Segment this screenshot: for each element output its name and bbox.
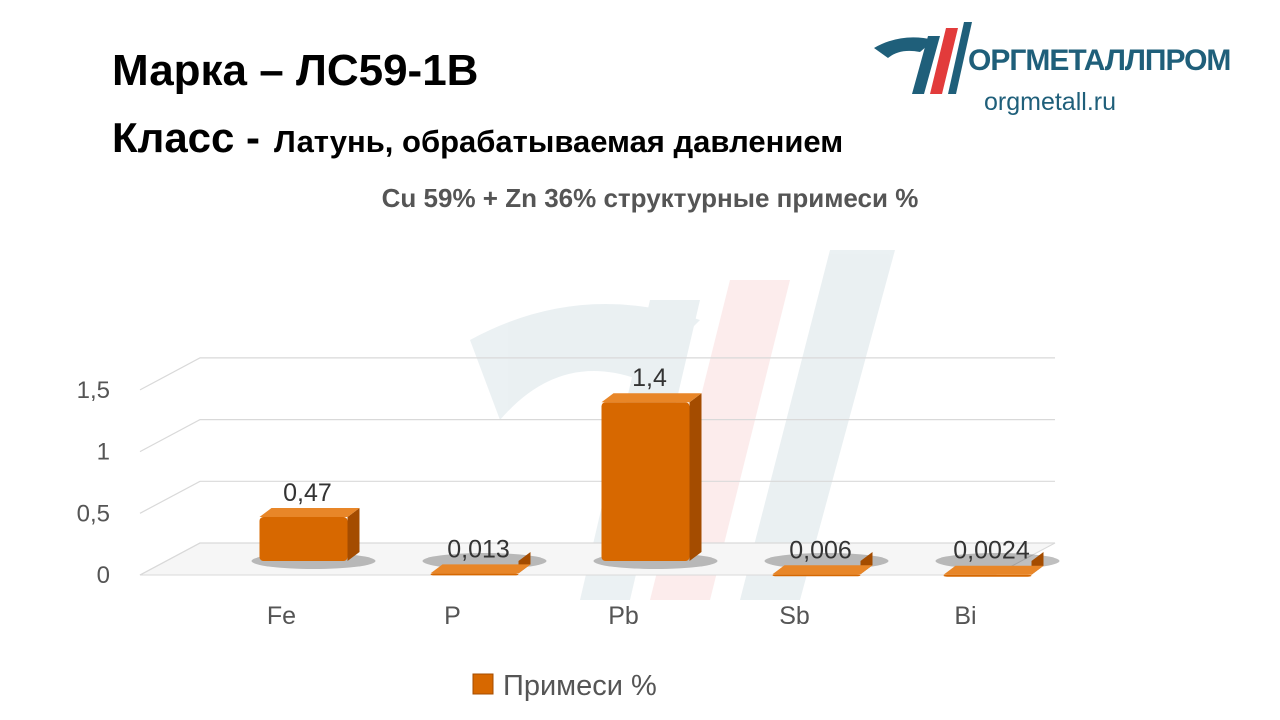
gridline <box>139 542 1055 576</box>
data-label: 1,4 <box>632 364 667 392</box>
data-label: 0,013 <box>447 535 510 563</box>
bar-fe <box>251 508 376 569</box>
y-tick-label: 1 <box>97 439 110 466</box>
y-tick-label: 0,5 <box>77 500 110 527</box>
x-tick-label: Fe <box>267 602 296 630</box>
bar-top <box>601 393 702 403</box>
bar-front <box>943 574 1032 577</box>
company-logo[interactable]: ОРГМЕТАЛЛПРОМ orgmetall.ru <box>872 18 1252 118</box>
bar-shadow <box>764 553 889 569</box>
bar-side <box>347 508 360 561</box>
gridline <box>139 357 1055 391</box>
data-label: 0,0024 <box>953 537 1030 565</box>
bar-top <box>259 508 360 518</box>
bar-top <box>943 565 1044 575</box>
legend-swatch <box>472 673 494 695</box>
legend: Примеси % <box>472 670 657 702</box>
class-title: Класс - Латунь, обрабатываемая давлением <box>112 114 843 162</box>
logo-name: ОРГМЕТАЛЛПРОМ <box>968 44 1231 77</box>
x-tick-label: Bi <box>954 602 976 630</box>
bar-shadow <box>935 553 1060 569</box>
class-label: Класс - <box>112 114 261 161</box>
bar-front <box>259 517 348 561</box>
legend-label: Примеси % <box>503 670 657 702</box>
bar-bi <box>935 552 1060 577</box>
bar-side <box>689 393 702 561</box>
class-value: Латунь, обрабатываемая давлением <box>274 124 844 159</box>
gridline <box>139 480 1055 514</box>
bar-front <box>772 574 861 577</box>
bar-front <box>601 402 690 561</box>
data-label: 0,006 <box>789 536 852 564</box>
x-tick-label: Sb <box>779 602 810 630</box>
company-logo-icon <box>874 22 972 94</box>
logo-url[interactable]: orgmetall.ru <box>984 88 1116 116</box>
y-tick-label: 1,5 <box>77 377 110 404</box>
x-tick-label: Pb <box>608 602 639 630</box>
bar-front <box>430 573 519 576</box>
bar-top <box>772 565 873 575</box>
bar-top <box>430 564 531 574</box>
x-tick-label: P <box>444 602 461 630</box>
chart-title: Cu 59% + Zn 36% структурные примеси % <box>382 183 919 213</box>
bar-sb <box>764 552 889 577</box>
bar-p <box>422 552 547 576</box>
y-tick-label: 0 <box>97 562 110 589</box>
plot-area: 0 0,5 1 1,5 0,47 Fe 0,013 P 1,4 Pb 0,006 Sb 0,0024 Bi <box>77 357 1060 630</box>
grade-title: Марка – ЛС59-1В <box>112 46 479 95</box>
bar-pb <box>593 393 718 569</box>
data-label: 0,47 <box>283 479 332 507</box>
gridline <box>139 419 1055 453</box>
